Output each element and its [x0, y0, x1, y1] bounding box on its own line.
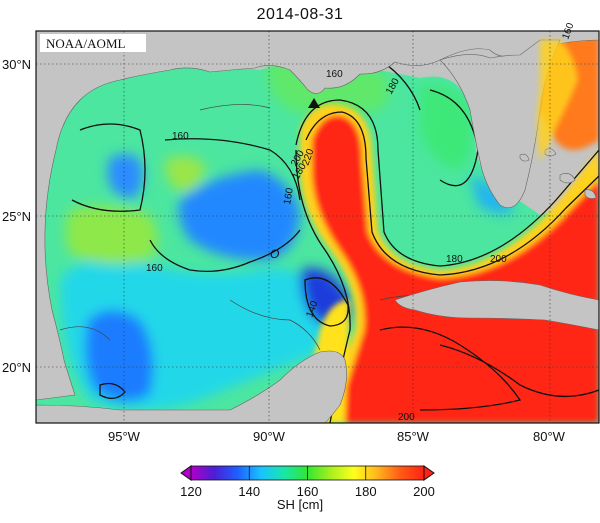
lat-tick-30: 30°N: [2, 57, 31, 72]
contour-label: 200: [490, 254, 507, 265]
contour-label: 160: [146, 263, 163, 274]
land-florida: [439, 39, 561, 209]
contour-160-center: [149, 229, 301, 273]
source-label-box: [40, 34, 146, 52]
land-bahamas-2: [584, 189, 597, 199]
ssh-green-west: [65, 206, 158, 264]
land-bahamas-1: [559, 173, 576, 184]
contour-180-loop-outer: [295, 99, 599, 267]
land-bahamas-3: [544, 148, 557, 157]
contour-label: 180: [446, 254, 463, 265]
colorbar-ticks: 120 140 160 180 200: [180, 466, 435, 499]
land-cuba: [394, 280, 599, 331]
map-panel: [36, 31, 599, 423]
colorbar-tick-label: 140: [238, 484, 260, 499]
colorbar-tick-label: 120: [180, 484, 202, 499]
land-us-coast: [36, 31, 599, 401]
ssh-green-center: [165, 156, 205, 192]
contour-thin-a: [229, 299, 321, 351]
map-frame: [35, 30, 600, 424]
graticule: [36, 31, 599, 423]
station-triangle-icon: [308, 98, 320, 108]
contour-label: 160: [282, 187, 296, 206]
colorbar: 120 140 160 180 200: [180, 465, 435, 499]
contour-160-north: [164, 138, 301, 201]
ssh-blue-southwest: [85, 310, 154, 402]
colorbar-label: SH [cm]: [276, 497, 324, 512]
contour-eddy: [304, 277, 349, 327]
land-masses: [36, 31, 599, 423]
lon-tick-85: 85°W: [397, 429, 430, 444]
florida-straits-band: [537, 40, 578, 160]
lon-tick-95: 95°W: [108, 429, 141, 444]
loop-red-core: [312, 115, 599, 423]
eddy-marker: O: [270, 247, 279, 261]
map-title: 2014-08-31: [256, 6, 344, 23]
lat-tick-20: 20°N: [2, 360, 31, 375]
contour-label: 200: [398, 412, 415, 423]
contour-label: 160: [326, 69, 343, 80]
contour-160-west: [71, 123, 146, 212]
ssh-blue-northwest: [108, 154, 144, 199]
lat-tick-25: 25°N: [2, 209, 31, 224]
contour-180-southeast: [439, 344, 599, 398]
contour-200-loop-inner: [305, 111, 599, 276]
colorbar-left-arrow: [180, 465, 192, 481]
contour-200-south: [379, 326, 522, 411]
lon-axis: 95°W 90°W 85°W 80°W: [108, 429, 566, 444]
contour-thin-c: [59, 326, 111, 341]
contour-140-southwest: [99, 382, 126, 399]
colorbar-tick-label: 180: [355, 484, 377, 499]
contour-thin-d: [199, 104, 271, 111]
ssh-blue-central: [178, 170, 300, 261]
colorbar-right-arrow: [423, 465, 435, 481]
ssh-green-east: [420, 84, 473, 170]
contour-label: 160: [172, 131, 189, 142]
colorbar-tick-label: 200: [413, 484, 435, 499]
land-yucatan: [36, 350, 347, 423]
lon-tick-80: 80°W: [533, 429, 566, 444]
source-label: NOAA/AOML: [46, 36, 126, 51]
colorbar-tick-label: 160: [297, 484, 319, 499]
lon-tick-90: 90°W: [253, 429, 286, 444]
lat-axis: 20°N 25°N 30°N: [2, 57, 31, 375]
land-bahamas-4: [519, 153, 530, 162]
